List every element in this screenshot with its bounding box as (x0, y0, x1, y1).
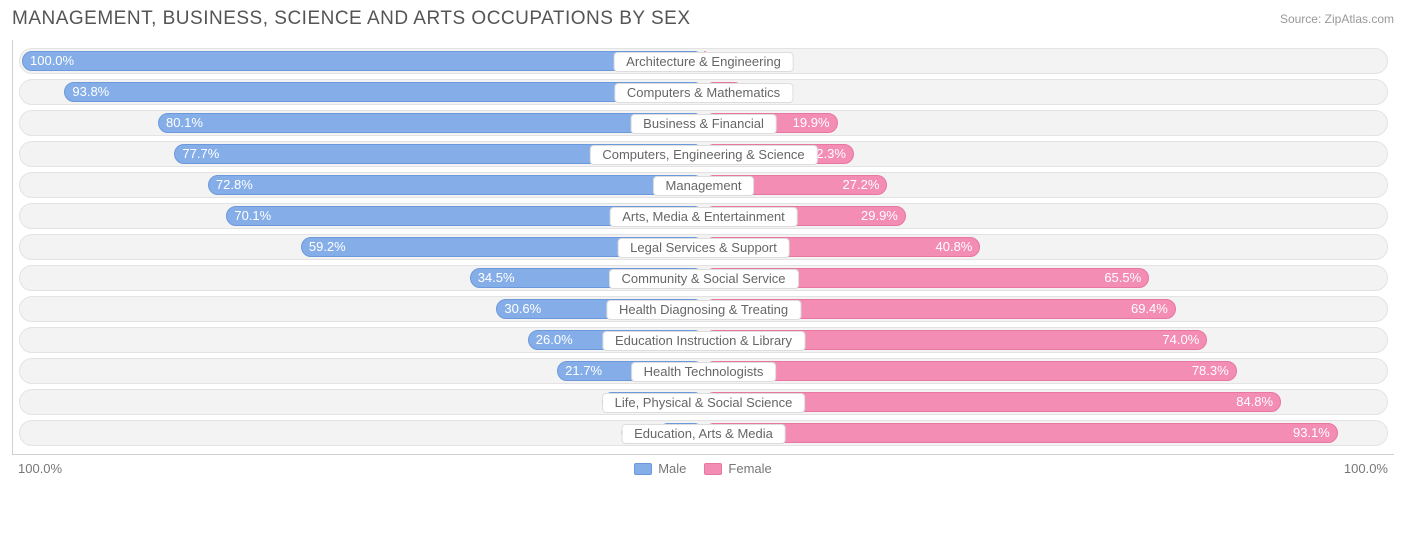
male-swatch-icon (634, 463, 652, 475)
chart-row: 6.9%93.1%Education, Arts & Media (19, 420, 1388, 446)
female-value: 84.8% (1236, 390, 1273, 414)
male-value: 34.5% (478, 266, 515, 290)
legend-male-label: Male (658, 461, 686, 476)
legend-female-label: Female (728, 461, 771, 476)
female-bar (704, 361, 1237, 381)
chart-row: 77.7%22.3%Computers, Engineering & Scien… (19, 141, 1388, 167)
chart-row: 21.7% 78.3% Health Technologists (19, 358, 1388, 384)
female-value: 29.9% (861, 204, 898, 228)
female-value: 78.3% (1192, 359, 1229, 383)
male-value: 70.1% (234, 204, 271, 228)
female-value: 27.2% (843, 173, 880, 197)
female-value: 74.0% (1162, 328, 1199, 352)
male-value: 21.7% (565, 359, 602, 383)
female-value: 40.8% (936, 235, 973, 259)
footer: 100.0% Male Female 100.0% (12, 455, 1394, 476)
female-value: 93.1% (1293, 421, 1330, 445)
male-value: 77.7% (182, 142, 219, 166)
legend-item-female: Female (704, 461, 771, 476)
axis-left-label: 100.0% (18, 461, 62, 476)
chart-row: 80.1% 19.9% Business & Financial (19, 110, 1388, 136)
source-label: Source: ZipAtlas.com (1280, 12, 1394, 26)
chart-row: 93.8%6.2%Computers & Mathematics (19, 79, 1388, 105)
legend: Male Female (634, 461, 772, 476)
male-value: 72.8% (216, 173, 253, 197)
category-label: Community & Social Service (609, 269, 799, 289)
male-bar (64, 82, 703, 102)
male-value: 30.6% (504, 297, 541, 321)
male-bar (158, 113, 703, 133)
chart-row: 72.8% 27.2% Management (19, 172, 1388, 198)
chart-row: 59.2% 40.8% Legal Services & Support (19, 234, 1388, 260)
female-bar (704, 423, 1338, 443)
category-label: Computers, Engineering & Science (589, 145, 817, 165)
header: MANAGEMENT, BUSINESS, SCIENCE AND ARTS O… (12, 8, 1394, 30)
category-label: Health Technologists (631, 362, 777, 382)
category-label: Education, Arts & Media (621, 424, 786, 444)
female-value: 19.9% (793, 111, 830, 135)
chart-row: 26.0% 74.0% Education Instruction & Librar… (19, 327, 1388, 353)
category-label: Legal Services & Support (617, 238, 790, 258)
female-swatch-icon (704, 463, 722, 475)
male-value: 100.0% (30, 49, 74, 73)
male-value: 26.0% (536, 328, 573, 352)
female-value: 69.4% (1131, 297, 1168, 321)
category-label: Management (653, 176, 755, 196)
chart-title: MANAGEMENT, BUSINESS, SCIENCE AND ARTS O… (12, 8, 691, 30)
chart-row: 15.2%84.8%Life, Physical & Social Scienc… (19, 389, 1388, 415)
category-label: Arts, Media & Entertainment (609, 207, 798, 227)
chart-row: 30.6% 69.4% Health Diagnosing & Treating (19, 296, 1388, 322)
category-label: Health Diagnosing & Treating (606, 300, 801, 320)
category-label: Computers & Mathematics (614, 83, 793, 103)
category-label: Business & Financial (630, 114, 777, 134)
male-value: 59.2% (309, 235, 346, 259)
category-label: Education Instruction & Library (602, 331, 805, 351)
male-bar (22, 51, 704, 71)
male-value: 93.8% (72, 80, 109, 104)
chart-area: 100.0%0.0%Architecture & Engineering 93.8… (12, 40, 1394, 455)
male-value: 80.1% (166, 111, 203, 135)
chart-row: 100.0%0.0%Architecture & Engineering (19, 48, 1388, 74)
male-bar (208, 175, 704, 195)
legend-item-male: Male (634, 461, 686, 476)
category-label: Life, Physical & Social Science (602, 393, 806, 413)
female-value: 65.5% (1104, 266, 1141, 290)
category-label: Architecture & Engineering (613, 52, 794, 72)
axis-right-label: 100.0% (1344, 461, 1388, 476)
chart-row: 70.1% 29.9% Arts, Media & Entertainment (19, 203, 1388, 229)
chart-row: 34.5% 65.5% Community & Social Service (19, 265, 1388, 291)
